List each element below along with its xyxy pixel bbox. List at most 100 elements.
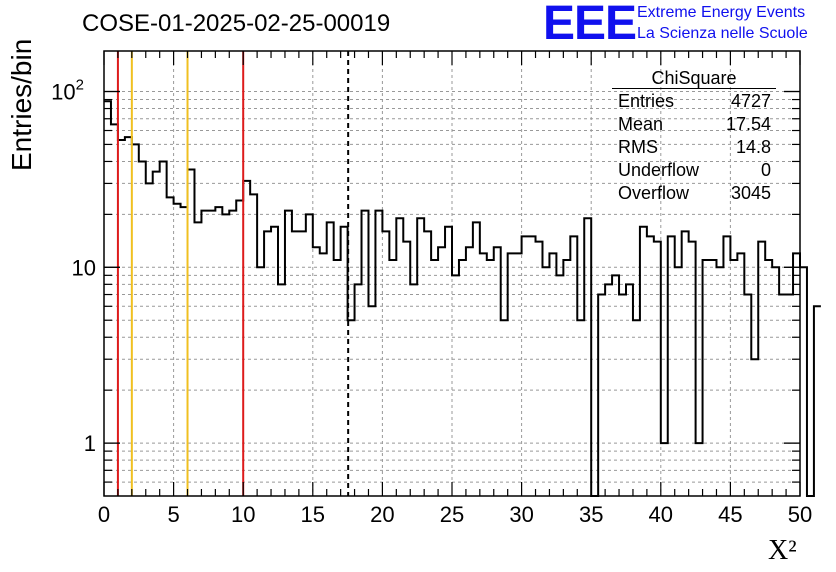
histogram-bin: [772, 267, 779, 496]
x-tick-label: 10: [231, 502, 255, 527]
histogram-bin: [382, 231, 389, 496]
histogram-bin: [529, 236, 536, 496]
histogram-bin: [501, 320, 508, 496]
stats-value: 0: [760, 160, 771, 180]
stats-value: 17.54: [725, 114, 771, 134]
histogram-bin: [556, 275, 563, 496]
histogram-bin: [181, 207, 188, 496]
histogram-bin: [716, 267, 723, 496]
histogram-bin: [132, 144, 139, 496]
histogram-bin: [229, 211, 236, 496]
stats-label: RMS: [618, 137, 658, 157]
stats-row-mean: Mean 17.54: [612, 113, 776, 136]
histogram-outline: [104, 100, 821, 497]
x-tick-label: 20: [370, 502, 394, 527]
y-tick-label: 102: [51, 77, 84, 105]
histogram-bin: [577, 320, 584, 496]
histogram-bin: [313, 247, 320, 496]
histogram-bin: [389, 260, 396, 496]
histogram-bin: [640, 227, 647, 496]
histogram-bin: [264, 231, 271, 496]
y-tick-label: 1: [84, 431, 96, 456]
histogram-bin: [362, 211, 369, 496]
histogram-bin: [278, 284, 285, 496]
histogram-bin: [689, 242, 696, 496]
x-tick-label: 0: [98, 502, 110, 527]
histogram-bin: [487, 260, 494, 496]
histogram-bin: [257, 267, 264, 496]
histogram-bin: [396, 218, 403, 496]
histogram-bin: [605, 284, 612, 496]
histogram-bin: [341, 227, 348, 496]
x-tick-label: 50: [788, 502, 812, 527]
stats-row-overflow: Overflow 3045: [612, 182, 776, 205]
histogram-bin: [243, 181, 250, 496]
histogram-bin: [549, 253, 556, 496]
histogram-bin: [612, 275, 619, 496]
histogram-bin: [208, 211, 215, 496]
histogram-bin: [431, 260, 438, 496]
histogram-bin: [647, 236, 654, 496]
x-tick-label: 25: [440, 502, 464, 527]
histogram-bin: [703, 260, 710, 496]
histogram-bin: [417, 218, 424, 496]
histogram-bin: [668, 236, 675, 496]
histogram-bin: [125, 137, 132, 496]
histogram-bin: [153, 172, 160, 496]
histogram-bin: [737, 253, 744, 496]
stats-value: 14.8: [735, 137, 771, 157]
histogram-bin: [250, 194, 257, 496]
stats-box: ChiSquare Entries 4727 Mean 17.54 RMS 14…: [612, 66, 776, 205]
histogram-bin: [619, 295, 626, 496]
histogram-bin: [320, 253, 327, 496]
histogram-bin: [696, 443, 703, 496]
x-tick-label: 35: [579, 502, 603, 527]
y-tick-label: 10: [72, 255, 96, 280]
histogram-bin: [236, 200, 243, 496]
histogram-bin: [508, 253, 515, 496]
histogram-bin: [654, 242, 661, 496]
logo-line-2: La Scienza nelle Scuole: [637, 25, 808, 42]
histogram-bin: [542, 267, 549, 496]
stats-label: Mean: [618, 114, 664, 134]
x-tick-label: 30: [509, 502, 533, 527]
histogram-bin: [375, 211, 382, 496]
y-axis-label: Entries/bin: [6, 38, 37, 171]
stats-title: ChiSquare: [651, 68, 737, 88]
histogram-bin: [111, 124, 118, 496]
x-tick-label: 40: [649, 502, 673, 527]
x-axis-label: X²: [768, 535, 797, 566]
stats-label: Entries: [618, 91, 675, 111]
histogram-bin: [758, 242, 765, 496]
stats-value: 3045: [730, 183, 771, 203]
histogram-bin: [563, 260, 570, 496]
histogram-bin: [570, 236, 577, 496]
histogram-bin: [459, 260, 466, 496]
stats-label: Underflow: [618, 160, 700, 180]
histogram-bin: [445, 227, 452, 496]
histogram-bin: [473, 222, 480, 496]
histogram-bin: [536, 242, 543, 496]
eee-logo: EEE: [543, 0, 637, 50]
histogram-bin: [710, 260, 717, 496]
histogram-bin: [139, 161, 146, 496]
y-tick-exponent: 2: [76, 77, 84, 94]
histogram-bin: [104, 101, 111, 496]
histogram-bin: [160, 161, 167, 496]
histogram-bin: [584, 218, 591, 496]
histogram-bin: [744, 295, 751, 496]
histogram-bin: [306, 214, 313, 496]
histogram-bin: [167, 197, 174, 496]
histogram-bin: [368, 306, 375, 496]
x-tick-label: 5: [167, 502, 179, 527]
histogram-bin: [222, 214, 229, 496]
histogram-bin: [633, 320, 640, 496]
stats-title-rule: [612, 88, 776, 89]
histogram-bin: [188, 170, 195, 496]
histogram-bin: [403, 242, 410, 496]
logo-line-1: Extreme Energy Events: [637, 4, 806, 21]
histogram-bin: [215, 207, 222, 496]
histogram-bin: [598, 295, 605, 496]
histogram-bin: [682, 231, 689, 496]
